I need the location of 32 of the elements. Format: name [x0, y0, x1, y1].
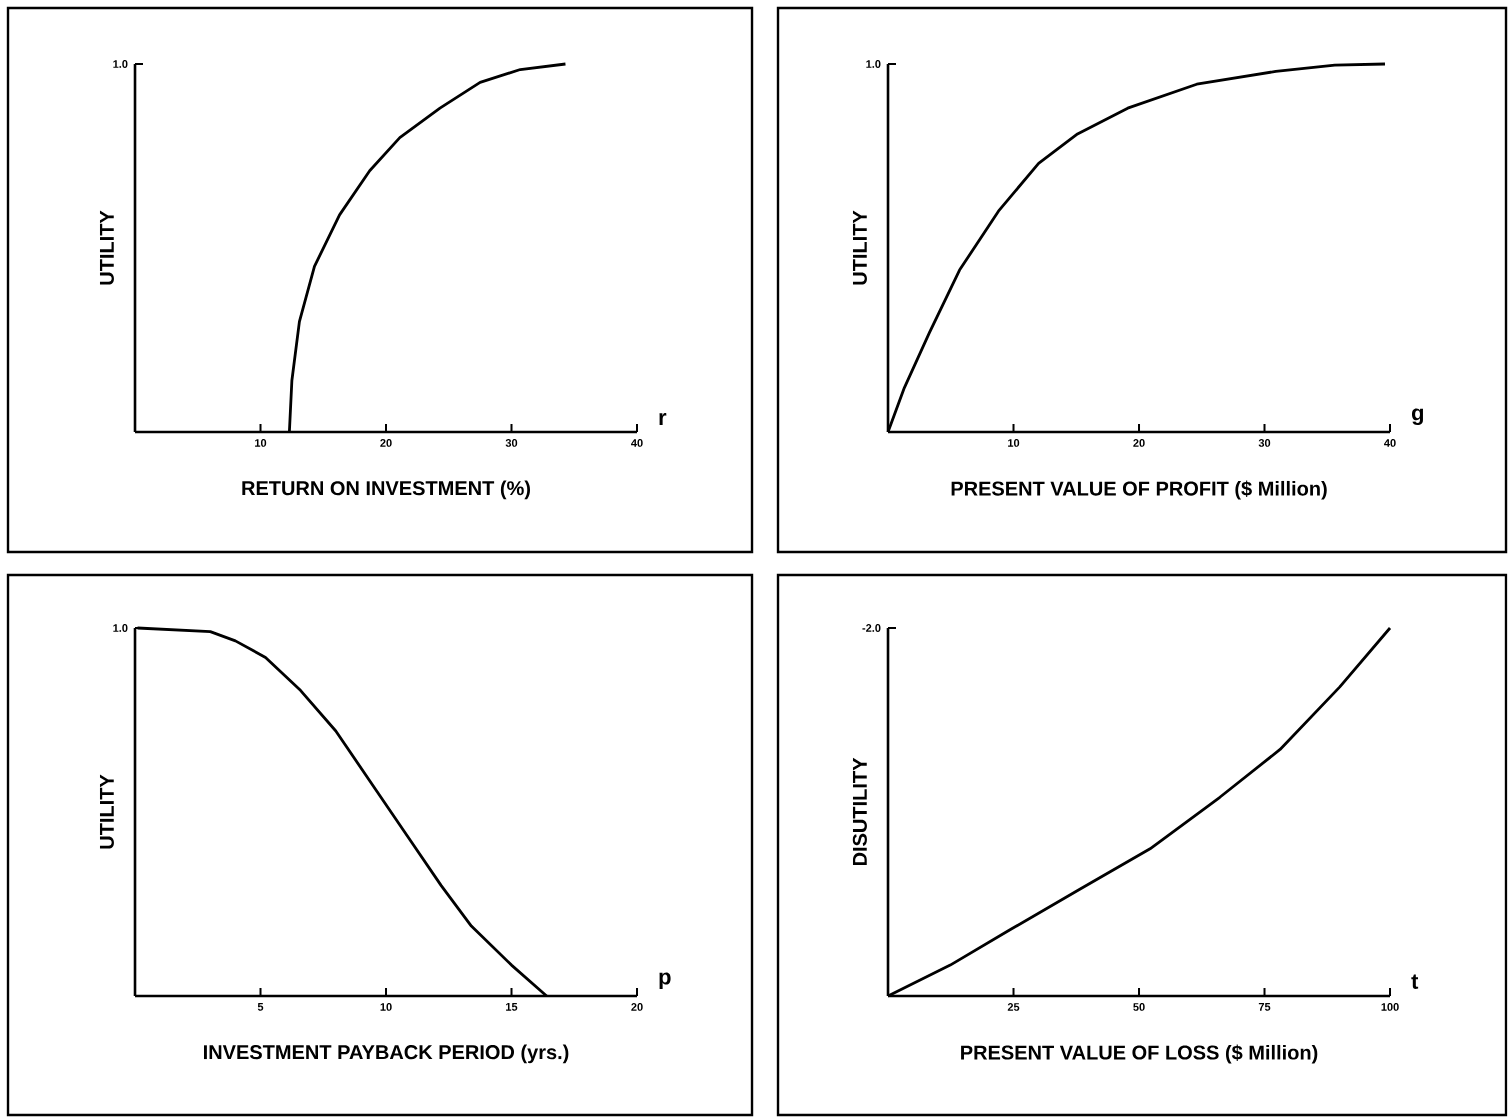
x-tick-label: 75 [1258, 1003, 1271, 1011]
text: p [659, 972, 671, 989]
y-axis-title: DISUTILITY [852, 757, 867, 866]
x-tick-label: 20 [380, 439, 392, 447]
x-axis-title: RETURN ON INVESTMENT (%) [242, 480, 530, 500]
y-axis-title: UTILITY [852, 210, 867, 285]
x-tick-label: 100 [1381, 1003, 1399, 1011]
x-tick-label: 10 [255, 439, 267, 447]
text: r [659, 413, 667, 425]
y-axis-title: UTILITY [99, 210, 114, 285]
text: 1.0 [866, 60, 881, 68]
x-tick-label: 15 [506, 1003, 518, 1011]
x-tick-label: 30 [505, 439, 518, 447]
x-axis-title: PRESENT VALUE OF LOSS ($ Million) [961, 1044, 1318, 1064]
text: g [1411, 408, 1424, 425]
text: 1.0 [113, 624, 128, 632]
x-axis-title: PRESENT VALUE OF PROFIT ($ Million) [951, 480, 1327, 500]
x-tick-label: 20 [631, 1003, 643, 1011]
x-tick-label: 5 [257, 1003, 264, 1011]
y-axis-title: UTILITY [99, 774, 114, 849]
x-tick-label: 20 [1133, 439, 1145, 447]
text: t [1411, 974, 1419, 989]
text: -2.0 [862, 624, 881, 632]
x-tick-label: 10 [1008, 439, 1020, 447]
x-tick-label: 50 [1133, 1003, 1145, 1011]
x-tick-label: 30 [1258, 439, 1271, 447]
x-axis-title: INVESTMENT PAYBACK PERIOD (yrs.) [203, 1044, 569, 1064]
x-tick-label: 25 [1007, 1003, 1020, 1011]
x-tick-label: 40 [1384, 439, 1396, 447]
x-tick-label: 10 [380, 1003, 392, 1011]
text: 1.0 [113, 60, 128, 68]
x-tick-label: 40 [631, 439, 643, 447]
